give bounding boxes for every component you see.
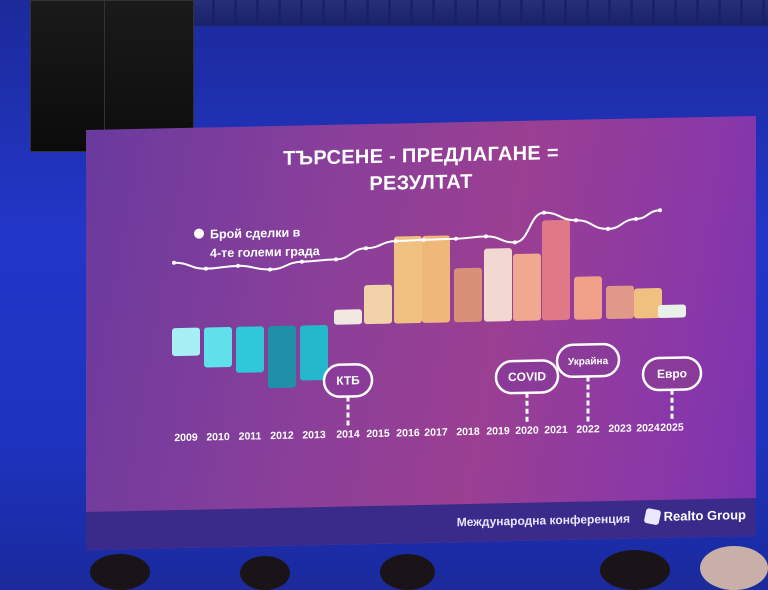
annotation-2020: COVID <box>494 359 560 423</box>
line-point-2010 <box>204 266 208 271</box>
line-point-2025 <box>658 208 662 213</box>
annotation-2025: Евро <box>641 356 703 420</box>
bar-2025 <box>658 304 686 318</box>
x-tick-label: 2010 <box>206 431 230 443</box>
line-point-2015 <box>364 246 368 251</box>
bar-2023 <box>606 285 634 320</box>
x-tick-label: 2014 <box>336 428 360 440</box>
x-tick-label: 2017 <box>424 426 448 438</box>
annotation-label: КТБ <box>336 373 360 388</box>
line-point-2017 <box>422 237 426 242</box>
x-tick-label: 2016 <box>396 427 420 439</box>
bar-2012 <box>268 325 296 389</box>
annotation-2022: Украйна <box>555 342 621 422</box>
presentation-slide: ТЪРСЕНЕ - ПРЕДЛАГАНЕ = РЕЗУЛТАТ Брой сде… <box>86 115 756 550</box>
audience-head <box>90 554 150 590</box>
x-tick-label: 2025 <box>660 421 684 433</box>
speaker-left <box>30 0 112 152</box>
line-point-2020 <box>513 240 517 245</box>
brand: Realto Group <box>643 507 746 526</box>
bar-2021 <box>542 219 570 321</box>
x-tick-label: 2023 <box>608 423 632 435</box>
bar-2020 <box>513 253 541 321</box>
line-point-2014 <box>334 257 338 262</box>
x-tick-label: 2019 <box>486 425 510 437</box>
x-tick-label: 2024 <box>636 422 660 434</box>
line-point-2016 <box>394 239 398 244</box>
line-point-2021 <box>542 210 546 215</box>
bar-2010 <box>204 327 232 368</box>
bar-2017 <box>422 235 450 323</box>
bar-2014 <box>334 309 362 325</box>
line-point-2019 <box>484 234 488 239</box>
bar-2024 <box>634 287 662 319</box>
bar-2016 <box>394 236 422 324</box>
brand-name: Realto Group <box>663 507 746 524</box>
annotation-2014: КТБ <box>322 363 374 427</box>
line-point-2024 <box>634 216 638 221</box>
bar-2009 <box>172 327 200 357</box>
annotation-label: Украйна <box>568 356 609 368</box>
bar-2015 <box>364 284 392 325</box>
line-point-2022 <box>574 218 578 223</box>
x-tick-label: 2015 <box>366 428 390 440</box>
audience-head <box>240 556 290 590</box>
chart: 2009 2010 2011 2012 2013 2014 2015 2016 2017 2018… <box>172 208 703 444</box>
x-tick-label: 2009 <box>174 432 198 444</box>
bar-2018 <box>454 267 482 323</box>
line-point-2011 <box>236 263 240 268</box>
x-tick-label: 2021 <box>544 424 568 436</box>
x-tick-label: 2020 <box>515 425 539 437</box>
line-point-2012 <box>268 267 272 272</box>
audience-head <box>700 546 768 590</box>
bar-2013 <box>300 324 328 381</box>
x-tick-label: 2022 <box>576 423 600 435</box>
audience-head <box>600 550 670 590</box>
x-tick-label: 2011 <box>239 430 262 442</box>
ceiling-truss <box>190 0 768 26</box>
line-point-2018 <box>454 236 458 241</box>
footer-text: Международна конференция <box>456 511 630 530</box>
x-tick-label: 2012 <box>270 430 294 442</box>
line-point-2009 <box>172 260 176 265</box>
x-tick-label: 2018 <box>456 426 480 438</box>
annotation-label: COVID <box>508 369 546 384</box>
line-point-2013 <box>300 259 304 264</box>
realto-logo-icon <box>643 507 662 526</box>
annotation-label: Евро <box>657 366 687 381</box>
line-point-2023 <box>606 226 610 231</box>
bar-2022 <box>574 276 602 320</box>
bar-2019 <box>484 248 512 322</box>
x-tick-label: 2013 <box>302 429 326 441</box>
audience <box>0 546 768 590</box>
audience-head <box>380 554 435 590</box>
bar-2011 <box>236 326 264 373</box>
